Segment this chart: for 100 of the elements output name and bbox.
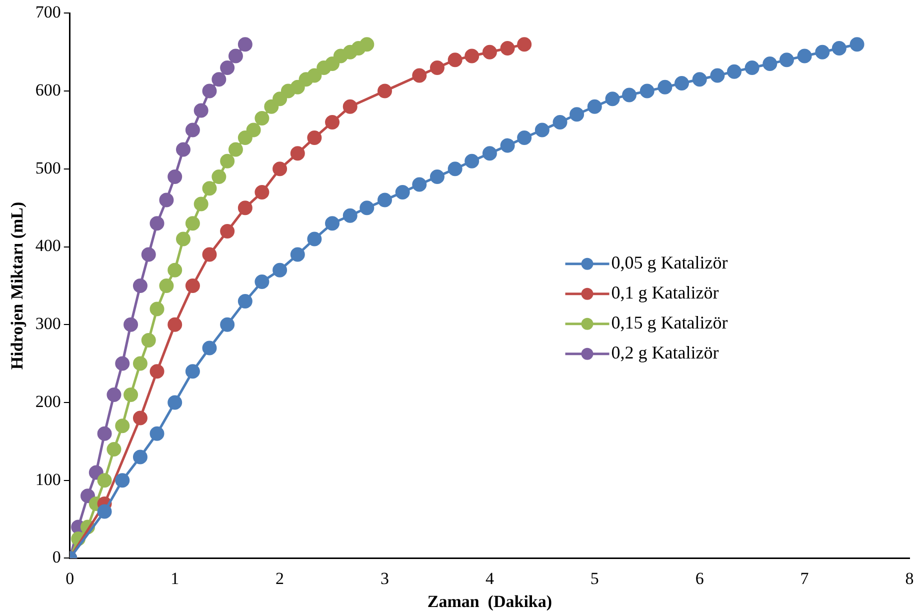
point — [710, 68, 725, 83]
point — [412, 68, 427, 83]
legend-label: 0,05 g Katalizör — [611, 252, 728, 273]
point — [264, 99, 279, 114]
point — [360, 37, 374, 52]
point — [228, 142, 243, 157]
point — [238, 130, 252, 146]
y-tick-label: 700 — [35, 2, 61, 22]
point — [552, 114, 568, 130]
point — [132, 450, 148, 464]
point — [150, 364, 164, 379]
point — [744, 60, 760, 75]
x-tick-label: 0 — [66, 568, 74, 588]
point — [779, 52, 794, 68]
point — [570, 107, 584, 122]
point — [220, 224, 235, 238]
point — [500, 40, 515, 56]
point — [220, 154, 235, 168]
point — [378, 192, 392, 208]
y-tick-label: 600 — [35, 80, 61, 100]
x-tick-label: 6 — [695, 568, 704, 588]
point — [97, 504, 112, 519]
x-tick-label: 1 — [170, 568, 180, 588]
point — [290, 247, 305, 262]
point — [254, 111, 270, 126]
point — [448, 52, 462, 68]
point — [115, 473, 130, 488]
point — [238, 200, 252, 216]
y-axis-title: Hidrojen Miktarı (mL) — [8, 202, 27, 370]
point — [246, 122, 261, 138]
point — [202, 181, 217, 196]
point — [272, 92, 288, 106]
point — [832, 40, 846, 56]
point — [141, 332, 156, 348]
point — [168, 317, 182, 332]
point — [430, 60, 444, 75]
y-tick-label: 200 — [35, 392, 61, 411]
x-tick-label: 5 — [590, 568, 599, 588]
point — [605, 92, 620, 106]
point — [220, 317, 235, 332]
x-tick-label: 7 — [800, 568, 810, 588]
y-tick-label: 100 — [35, 470, 61, 489]
point — [97, 473, 112, 488]
point — [815, 44, 830, 60]
point — [500, 138, 515, 153]
point — [185, 216, 200, 231]
y-tick-label: 400 — [35, 236, 61, 256]
legend-label: 0,1 g Katalizör — [611, 282, 719, 303]
point — [220, 60, 235, 75]
point — [185, 364, 200, 379]
point — [534, 122, 550, 138]
legend-label: 0,2 g Katalizör — [611, 342, 719, 363]
point — [80, 488, 95, 504]
point — [132, 356, 148, 371]
point — [97, 426, 112, 441]
point — [254, 185, 270, 200]
point — [290, 146, 305, 161]
point — [412, 177, 427, 192]
point — [850, 37, 864, 52]
point — [482, 44, 497, 60]
point — [115, 418, 130, 434]
point — [132, 278, 148, 293]
point — [325, 56, 340, 72]
legend-label: 0,15 g Katalizör — [611, 312, 728, 333]
point — [185, 122, 200, 138]
point — [797, 48, 812, 64]
point — [254, 274, 270, 290]
point — [325, 114, 340, 130]
point — [658, 80, 672, 94]
point — [464, 48, 480, 64]
point — [430, 169, 444, 184]
point — [517, 130, 532, 146]
point — [307, 130, 322, 146]
point — [325, 216, 340, 231]
point — [622, 88, 637, 102]
point — [106, 442, 122, 456]
point — [517, 37, 532, 52]
y-tick-label: 500 — [35, 158, 61, 178]
point — [150, 302, 164, 316]
point — [692, 72, 707, 87]
point — [141, 247, 156, 262]
point — [150, 426, 164, 441]
point — [272, 262, 288, 278]
point — [159, 192, 174, 208]
point — [448, 162, 462, 176]
point — [482, 146, 497, 161]
point — [168, 262, 182, 278]
point — [115, 356, 130, 371]
point — [342, 99, 358, 114]
point — [194, 103, 208, 118]
point — [202, 340, 217, 356]
point — [464, 154, 480, 168]
point — [307, 68, 322, 83]
point — [168, 169, 182, 184]
point — [307, 232, 322, 246]
point — [395, 185, 410, 200]
point — [106, 387, 122, 402]
y-tick-label: 300 — [35, 314, 61, 334]
y-tick-label: 0 — [52, 548, 61, 567]
point — [88, 465, 104, 480]
